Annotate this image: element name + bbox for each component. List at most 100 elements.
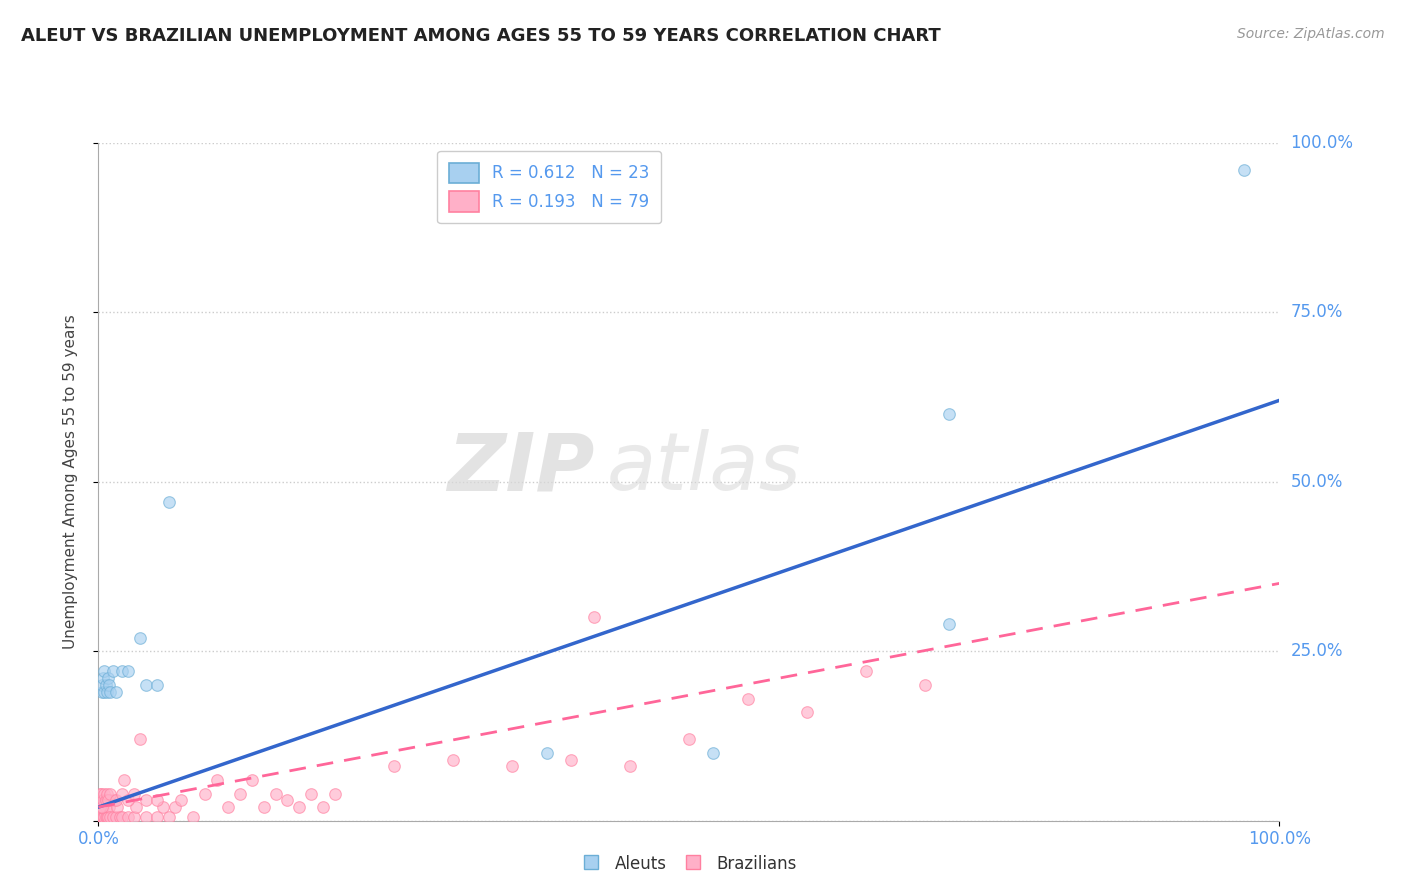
Point [103,793,125,807]
Point [501,759,523,773]
Text: ZIP: ZIP [447,429,595,508]
Point [96,685,118,699]
Point [146,678,169,692]
Point [194,787,217,801]
Point [91,806,114,821]
Point [914,678,936,692]
Point [181,810,204,824]
Point [146,810,169,824]
Point [91,810,114,824]
Point [288,800,311,814]
Text: 75.0%: 75.0% [1291,303,1343,321]
Point [276,793,298,807]
Point [152,800,174,814]
Point [90,806,112,821]
Point [536,746,558,760]
Point [98,793,121,807]
Point [323,787,346,801]
Point [264,787,287,801]
Point [97,810,120,824]
Point [382,759,405,773]
Point [122,787,145,801]
Point [94,793,117,807]
Point [96,787,118,801]
Point [253,800,276,814]
Point [122,810,145,824]
Point [117,665,139,679]
Point [94,800,117,814]
Point [91,793,114,807]
Point [94,810,117,824]
Point [170,793,193,807]
Point [90,793,112,807]
Point [312,800,335,814]
Point [157,810,180,824]
Point [299,787,322,801]
Point [619,759,641,773]
Point [111,787,134,801]
Point [93,793,115,807]
Point [98,800,121,814]
Point [125,800,148,814]
Point [135,793,157,807]
Text: 50.0%: 50.0% [1291,473,1343,491]
Point [146,793,169,807]
Point [93,810,115,824]
Point [678,732,700,747]
Point [112,772,135,787]
Point [89,800,111,814]
Point [205,772,228,787]
Point [105,810,128,824]
Point [938,617,960,632]
Point [98,678,121,692]
Point [108,810,131,824]
Point [93,685,115,699]
Point [89,806,111,821]
Point [90,787,112,801]
Point [89,810,111,824]
Point [135,678,157,692]
Point [97,671,120,685]
Point [583,610,606,624]
Point [93,665,115,679]
Point [101,810,124,824]
Point [101,665,124,679]
Point [128,732,150,747]
Point [90,800,112,814]
Point [91,810,114,824]
Legend: Aleuts, Brazilians: Aleuts, Brazilians [575,848,803,880]
Point [441,753,464,767]
Point [98,787,121,801]
Point [240,772,263,787]
Point [111,810,134,824]
Text: atlas: atlas [606,429,801,508]
Text: 100.0%: 100.0% [1291,134,1354,152]
Point [1233,162,1256,177]
Point [91,800,114,814]
Point [702,746,724,760]
Point [105,685,128,699]
Text: ALEUT VS BRAZILIAN UNEMPLOYMENT AMONG AGES 55 TO 59 YEARS CORRELATION CHART: ALEUT VS BRAZILIAN UNEMPLOYMENT AMONG AG… [21,27,941,45]
Point [90,810,112,824]
Point [89,800,111,814]
Point [117,810,139,824]
Point [91,678,114,692]
Point [91,793,114,807]
Point [938,407,960,421]
Point [96,793,118,807]
Point [117,793,139,807]
Point [91,800,114,814]
Text: Source: ZipAtlas.com: Source: ZipAtlas.com [1237,27,1385,41]
Point [229,787,252,801]
Point [111,665,134,679]
Point [796,705,818,719]
Point [97,793,120,807]
Y-axis label: Unemployment Among Ages 55 to 59 years: Unemployment Among Ages 55 to 59 years [63,314,77,649]
Point [165,800,187,814]
Point [98,810,121,824]
Point [855,665,877,679]
Point [737,691,759,706]
Point [105,800,128,814]
Point [128,631,150,645]
Point [91,685,114,699]
